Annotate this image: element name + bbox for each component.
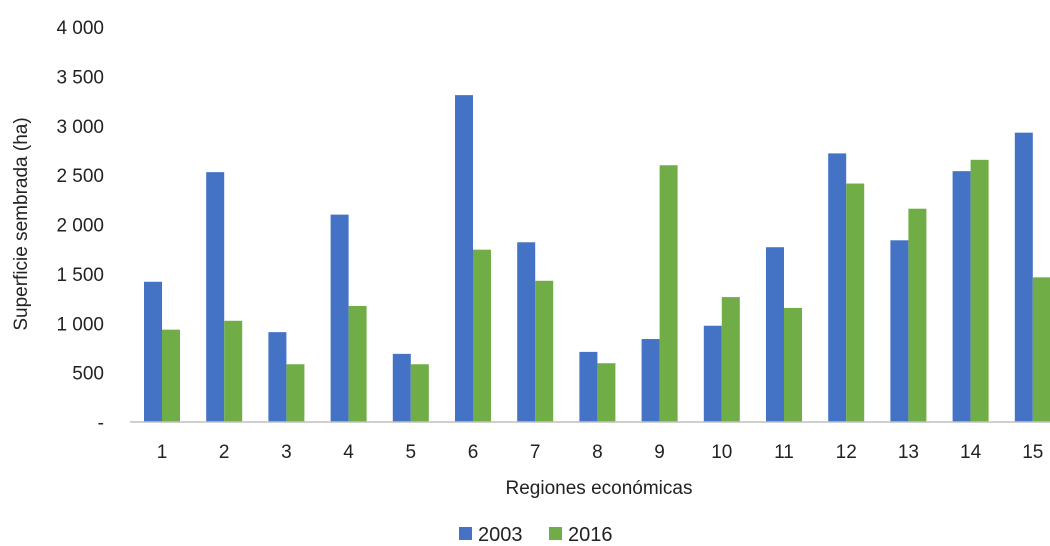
y-tick-label: 4 000 — [56, 18, 104, 39]
x-tick-label: 3 — [281, 442, 292, 463]
bar-2016-region-8 — [597, 363, 616, 422]
bars-group — [144, 95, 1050, 422]
y-tick-label: 1 000 — [56, 314, 104, 335]
bar-2016-region-4 — [348, 305, 367, 422]
x-tick-label: 1 — [157, 442, 168, 463]
bar-2016-region-9 — [659, 165, 678, 422]
x-tick-label: 2 — [219, 442, 230, 463]
bar-2016-region-11 — [784, 307, 802, 422]
bar-2016-region-1 — [162, 329, 180, 422]
y-tick-label: 1 500 — [56, 265, 104, 286]
bar-2003-region-13 — [890, 240, 909, 422]
bar-2016-region-13 — [908, 208, 927, 422]
bar-2016-region-10 — [721, 297, 740, 422]
bar-2016-region-12 — [846, 183, 865, 422]
x-tick-label: 5 — [406, 442, 417, 463]
y-axis-title: Superficie sembrada (ha) — [11, 117, 32, 330]
bar-2003-region-12 — [828, 153, 847, 422]
bar-2016-region-7 — [535, 280, 554, 422]
bar-2003-region-4 — [330, 214, 349, 422]
legend: 2003 2016 — [459, 524, 613, 546]
bar-2016-region-15 — [1032, 277, 1050, 422]
bar-2003-region-6 — [455, 95, 473, 422]
legend-label-2016: 2016 — [568, 524, 613, 546]
legend-label-2003: 2003 — [478, 524, 523, 546]
legend-swatch-2016 — [549, 527, 562, 540]
bar-2003-region-5 — [392, 353, 411, 422]
bar-2003-region-14 — [952, 171, 971, 422]
bar-2003-region-1 — [144, 281, 162, 422]
x-tick-label: 15 — [1022, 442, 1043, 463]
bar-2016-region-6 — [473, 249, 491, 422]
bar-2003-region-8 — [579, 351, 598, 422]
bar-2003-region-7 — [517, 242, 536, 422]
bar-2016-region-2 — [224, 320, 243, 422]
x-tick-label: 10 — [711, 442, 732, 463]
x-tick-label: 8 — [592, 442, 603, 463]
y-tick-label: 2 500 — [56, 166, 104, 187]
x-axis-tick-labels: 1 2 3 4 5 6 7 8 9 10 11 12 13 14 15 — [157, 442, 1044, 463]
y-axis-tick-labels: - 500 1 000 1 500 2 000 2 500 3 000 3 500 4 000 — [56, 18, 104, 434]
bar-2003-region-3 — [268, 332, 287, 422]
x-tick-label: 6 — [468, 442, 479, 463]
x-tick-label: 11 — [774, 442, 794, 463]
x-axis-title: Regiones económicas — [506, 478, 693, 499]
x-tick-label: 14 — [960, 442, 982, 463]
x-tick-label: 13 — [898, 442, 919, 463]
x-tick-label: 9 — [654, 442, 665, 463]
bar-2003-region-15 — [1014, 132, 1033, 422]
y-tick-label: 2 000 — [56, 216, 104, 237]
y-tick-label: 3 500 — [56, 67, 104, 88]
bar-2016-region-5 — [410, 364, 429, 422]
y-tick-label: 500 — [72, 364, 104, 385]
x-tick-label: 12 — [836, 442, 857, 463]
x-tick-label: 4 — [343, 442, 354, 463]
bar-2016-region-3 — [286, 364, 305, 422]
x-tick-label: 7 — [530, 442, 541, 463]
bar-2003-region-11 — [766, 247, 784, 422]
y-tick-label: - — [98, 413, 104, 434]
bar-2003-region-9 — [641, 339, 660, 422]
bar-2003-region-10 — [703, 325, 722, 422]
legend-swatch-2003 — [459, 527, 472, 540]
bar-2016-region-14 — [970, 159, 989, 422]
bar-2003-region-2 — [206, 172, 225, 422]
y-tick-label: 3 000 — [56, 117, 104, 138]
